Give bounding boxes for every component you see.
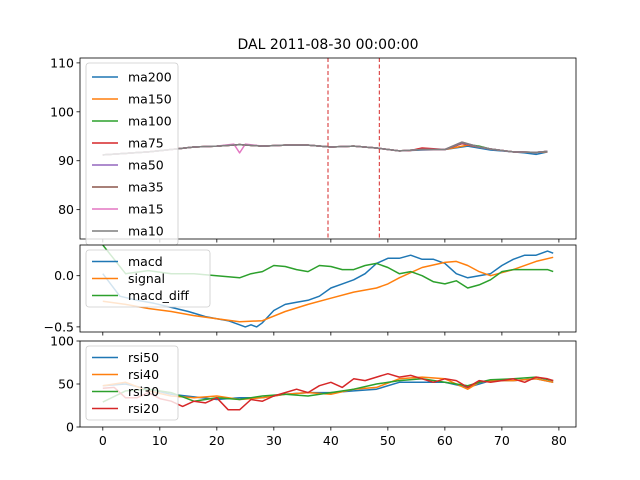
legend: ma200 ma150 ma100 ma75 ma50 ma35 ma15 ma10 xyxy=(85,62,179,246)
x-tick-label: 60 xyxy=(437,433,453,448)
x-tick-label: 40 xyxy=(323,433,339,448)
legend-label: signal xyxy=(128,271,165,286)
series-line-ma10 xyxy=(102,141,548,156)
series-line-macd_diff xyxy=(102,245,554,289)
legend-label: rsi50 xyxy=(128,350,159,365)
legend-label: ma50 xyxy=(128,158,164,173)
legend-label: rsi40 xyxy=(128,367,159,382)
y-tick-label: 100 xyxy=(50,334,74,349)
legend-box xyxy=(85,345,179,421)
axes-frame xyxy=(79,57,577,240)
legend-label: macd_diff xyxy=(128,288,189,303)
x-tick-label: 30 xyxy=(266,433,282,448)
legend-label: macd xyxy=(128,254,163,269)
x-tick-label: 20 xyxy=(209,433,225,448)
legend-label: ma10 xyxy=(128,224,164,239)
price-panel: 80 90 100 110 ma200 ma150 ma100 ma75 ma50 ma35 ma1… xyxy=(50,55,577,246)
y-tick-label: −0.5 xyxy=(44,319,74,334)
x-tick-label: 0 xyxy=(99,433,107,448)
legend: rsi50 rsi40 rsi30 rsi20 xyxy=(85,345,179,421)
legend-box xyxy=(85,249,211,308)
x-tick-label: 70 xyxy=(494,433,510,448)
legend: macd signal macd_diff xyxy=(85,249,211,308)
legend-label: ma150 xyxy=(128,92,172,107)
x-tick-label: 10 xyxy=(152,433,168,448)
series-lines xyxy=(102,141,548,156)
y-tick-label: 90 xyxy=(58,153,74,168)
axes-frame xyxy=(79,244,577,333)
y-tick-label: 110 xyxy=(50,55,74,70)
legend-label: rsi30 xyxy=(128,384,159,399)
x-tick-label: 80 xyxy=(551,433,567,448)
legend-label: ma35 xyxy=(128,180,164,195)
macd-panel: −0.5 0.0 macd signal macd_diff xyxy=(44,244,577,336)
y-tick-label: 0 xyxy=(66,420,74,435)
y-tick-label: 0.0 xyxy=(54,268,74,283)
legend-label: rsi20 xyxy=(128,401,159,416)
series-line-rsi20 xyxy=(102,372,554,411)
series-lines xyxy=(102,245,554,328)
legend-box xyxy=(85,62,179,246)
y-tick-label: 50 xyxy=(58,377,74,392)
x-tick-label: 50 xyxy=(380,433,396,448)
chart-title: DAL 2011-08-30 00:00:00 xyxy=(237,37,418,53)
legend-label: ma200 xyxy=(128,70,172,85)
legend-label: ma100 xyxy=(128,114,172,129)
legend-label: ma15 xyxy=(128,202,164,217)
series-line-signal xyxy=(102,256,554,323)
legend-label: ma75 xyxy=(128,136,164,151)
y-tick-label: 80 xyxy=(58,202,74,217)
y-tick-label: 100 xyxy=(50,104,74,119)
series-lines xyxy=(102,372,554,411)
